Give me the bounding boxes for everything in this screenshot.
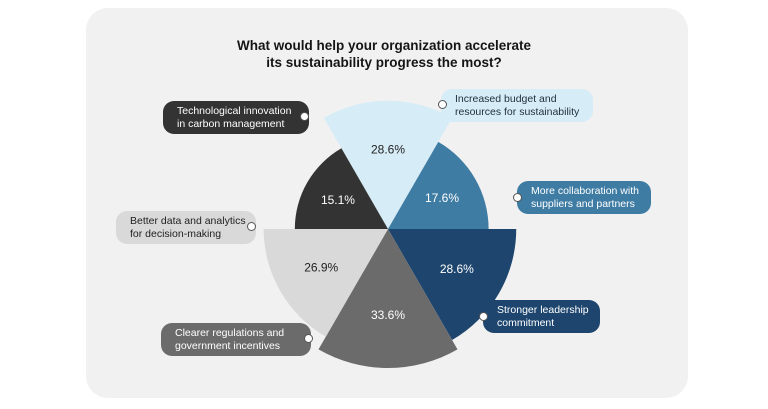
pie-slice-5 bbox=[294, 148, 388, 229]
pie-value-label-3: 33.6% bbox=[371, 308, 405, 322]
pie-value-label-5: 15.1% bbox=[321, 193, 355, 207]
callout-collaboration: More collaboration with suppliers and pa… bbox=[517, 181, 651, 214]
callout-budget: Increased budget and resources for susta… bbox=[441, 89, 593, 122]
callout-leadership: Stronger leadership commitment bbox=[483, 300, 600, 333]
pie-value-label-0: 28.6% bbox=[371, 142, 405, 156]
pie-value-label-1: 17.6% bbox=[425, 191, 459, 205]
pie-slice-3 bbox=[318, 229, 458, 368]
callout-dot-tech-innovation bbox=[300, 112, 309, 121]
chart-title-line-1: What would help your organization accele… bbox=[236, 38, 532, 53]
pie-value-label-4: 26.9% bbox=[304, 261, 338, 275]
callout-tech-innovation: Technological innovation in carbon manag… bbox=[163, 101, 309, 134]
callout-dot-budget bbox=[438, 100, 447, 109]
pie-slice-4 bbox=[263, 229, 388, 337]
callout-data-analytics: Better data and analytics for decision-m… bbox=[116, 211, 256, 244]
callout-dot-data-analytics bbox=[247, 222, 256, 231]
callout-dot-leadership bbox=[479, 312, 488, 321]
pie-slice-1 bbox=[388, 141, 489, 229]
pie-value-label-2: 28.6% bbox=[440, 262, 474, 276]
pie-slice-0 bbox=[323, 100, 453, 229]
callout-dot-regulations bbox=[304, 334, 313, 343]
chart-title-line-2: its sustainability progress the most? bbox=[266, 55, 502, 70]
callout-dot-collaboration bbox=[513, 193, 522, 202]
callout-regulations: Clearer regulations and government incen… bbox=[161, 323, 311, 356]
